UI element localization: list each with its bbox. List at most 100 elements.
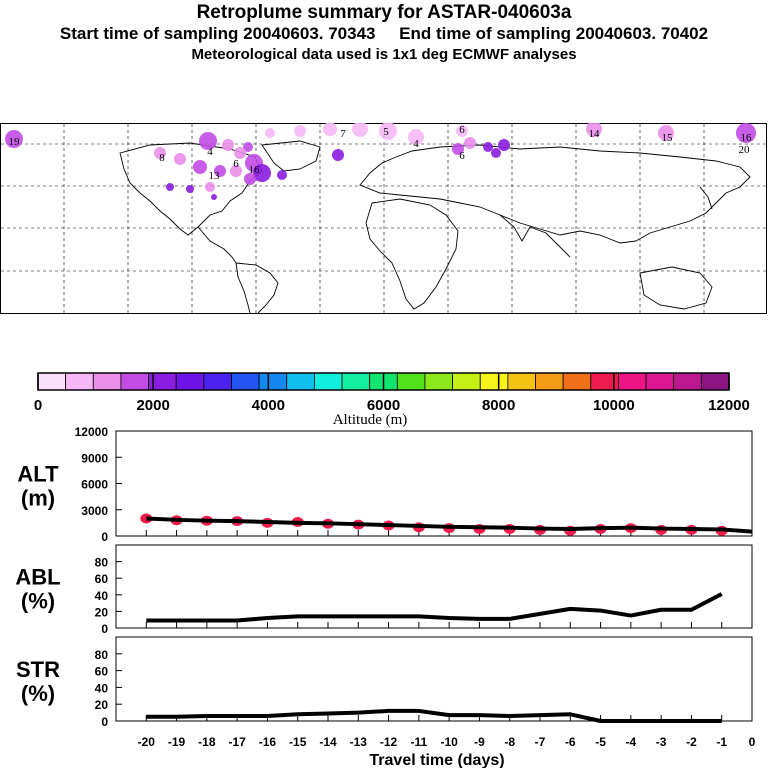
map-frame (0, 123, 767, 314)
plume-markers (5, 123, 756, 200)
plume-dot (352, 123, 368, 137)
y-label-top: ABL (15, 565, 60, 590)
plot-title: Retroplume summary for ASTAR-040603a (196, 2, 572, 23)
plume-label: 6 (459, 124, 465, 136)
y-tick-label: 6000 (81, 478, 108, 492)
colorbar-tick-label: 6000 (367, 397, 400, 414)
y-label-bottom: (m) (21, 486, 55, 511)
plume-dot (174, 153, 186, 165)
y-tick-label: 40 (95, 681, 109, 695)
y-label-top: STR (16, 657, 60, 682)
plume-dot (265, 128, 275, 138)
series-line (146, 516, 753, 534)
abl-panel: 0 20 40 60 80 ABL(%) (15, 544, 753, 636)
plume-dot (244, 173, 256, 185)
colorbar-swatch (396, 372, 426, 391)
plume-dot (5, 130, 23, 148)
colorbar-swatch (535, 372, 564, 391)
colorbar-tick-label: 0 (34, 397, 42, 414)
y-tick-label: 40 (95, 589, 109, 603)
plume-dot (332, 149, 344, 161)
plume-dot (193, 160, 207, 174)
plume-label: 8 (159, 152, 165, 164)
y-tick-label: 80 (95, 556, 109, 570)
colorbar-swatch (645, 372, 675, 391)
plume-dot (323, 123, 337, 136)
x-tick-label: -7 (535, 735, 546, 749)
colorbar-swatch (175, 372, 205, 391)
plume-dot (253, 164, 271, 182)
sampling-time-line: Start time of sampling 20040603. 70343 E… (59, 24, 709, 43)
plume-dot (277, 170, 287, 180)
colorbar-swatch (231, 372, 260, 391)
colorbar-swatch (65, 372, 94, 391)
plume-dot (205, 182, 215, 192)
plume-dot (234, 147, 246, 159)
colorbar-tick-label: 4000 (252, 397, 285, 414)
y-tick-label: 20 (95, 605, 109, 619)
y-tick-label: 0 (101, 715, 108, 729)
str-panel: 0 20 40 60 80 STR(%) (16, 636, 753, 729)
plume-label: 7 (340, 128, 346, 140)
x-tick-label: -10 (440, 735, 458, 749)
x-tick-label: -16 (259, 735, 277, 749)
met-data-line: Meteorological data used is 1x1 deg ECMW… (191, 46, 577, 63)
plume-dot (491, 148, 501, 158)
x-tick-label: -14 (319, 735, 337, 749)
plume-dot (211, 194, 217, 200)
plume-dot (166, 183, 174, 191)
map-gridlines (1, 124, 767, 313)
plume-label: 4 (207, 146, 213, 158)
plume-label: 13 (209, 170, 221, 182)
colorbar-swatch (424, 372, 453, 391)
y-tick-label: 3000 (81, 504, 108, 518)
alt-panel: 0 3000 6000 9000 12000 ALT(m) (17, 425, 753, 544)
x-tick-label: -5 (595, 735, 606, 749)
plume-label: 5 (383, 126, 389, 138)
colorbar-swatch (120, 372, 149, 391)
y-tick-label: 9000 (81, 451, 108, 465)
colorbar-swatch (479, 372, 509, 391)
x-tick-label: -3 (656, 735, 667, 749)
y-label-bottom: (%) (21, 681, 55, 706)
plume-label: 4 (413, 138, 419, 150)
plume-label: 6 (459, 150, 465, 162)
x-tick-label: -13 (350, 735, 368, 749)
colorbar-swatch (313, 372, 343, 391)
x-tick-label: -9 (474, 735, 485, 749)
x-tick-label: -15 (289, 735, 307, 749)
colorbar-swatch (286, 372, 315, 391)
plume-dot (483, 142, 493, 152)
series-line (146, 592, 723, 623)
y-tick-label: 0 (101, 622, 108, 636)
x-tick-label: -2 (686, 735, 697, 749)
x-tick-label: -19 (168, 735, 186, 749)
colorbar-swatch (700, 372, 730, 391)
colorbar-swatch (618, 372, 647, 391)
x-tick-label: -18 (198, 735, 216, 749)
plume-label: 16 (249, 164, 261, 176)
plume-dot (586, 123, 602, 137)
x-tick-label: -4 (626, 735, 637, 749)
plume-dot (154, 147, 166, 159)
colorbar-tick-label: 12000 (708, 397, 750, 414)
y-label-top: ALT (17, 462, 59, 487)
x-axis-title: Travel time (days) (369, 752, 504, 768)
plume-dot (408, 129, 424, 145)
altitude-colorbar: 0 2000 4000 6000 8000 10000 12000 Altitude (m) (34, 372, 750, 428)
colorbar-swatch (37, 372, 67, 391)
plume-dot (186, 185, 194, 193)
colorbar-swatch (92, 372, 122, 391)
plume-dot (456, 125, 468, 137)
colorbar-swatch (258, 372, 288, 391)
x-tick-label: 0 (749, 735, 756, 749)
plume-dot (736, 123, 756, 143)
plume-label: 14 (589, 128, 601, 140)
plume-dot (294, 125, 306, 137)
plume-dot (379, 123, 397, 140)
x-tick-label: -1 (716, 735, 727, 749)
plume-label: 19 (9, 136, 21, 148)
colorbar-swatch (203, 372, 232, 391)
colorbar-swatch (452, 372, 481, 391)
